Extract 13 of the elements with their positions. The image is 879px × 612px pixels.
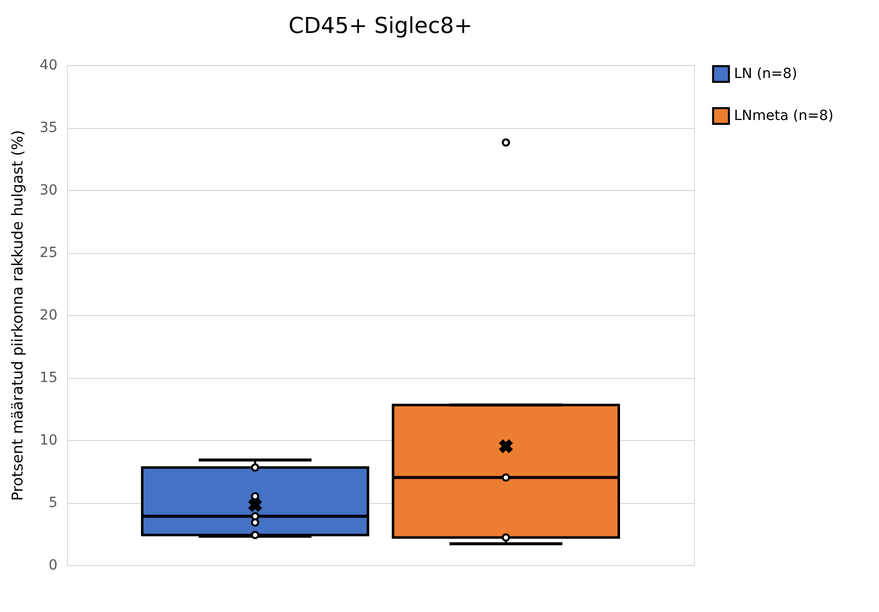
y-tick-label: 5 bbox=[48, 495, 58, 511]
legend-label: LN (n=8) bbox=[734, 66, 798, 82]
y-axis-title: Protsent määratud piirkonna rakkude hulgast (%) bbox=[8, 130, 27, 501]
y-tick-label: 0 bbox=[48, 558, 58, 574]
y-tick-label: 10 bbox=[40, 432, 58, 448]
y-tick-label: 40 bbox=[40, 58, 58, 74]
chart-title: CD45+ Siglec8+ bbox=[288, 14, 472, 39]
y-tick-label: 15 bbox=[40, 370, 58, 386]
y-tick-label: 35 bbox=[40, 120, 58, 136]
y-tick-label: 25 bbox=[40, 245, 58, 261]
y-tick-label: 20 bbox=[40, 308, 58, 324]
y-tick-label: 30 bbox=[40, 182, 58, 198]
legend-label: LNmeta (n=8) bbox=[734, 108, 834, 124]
